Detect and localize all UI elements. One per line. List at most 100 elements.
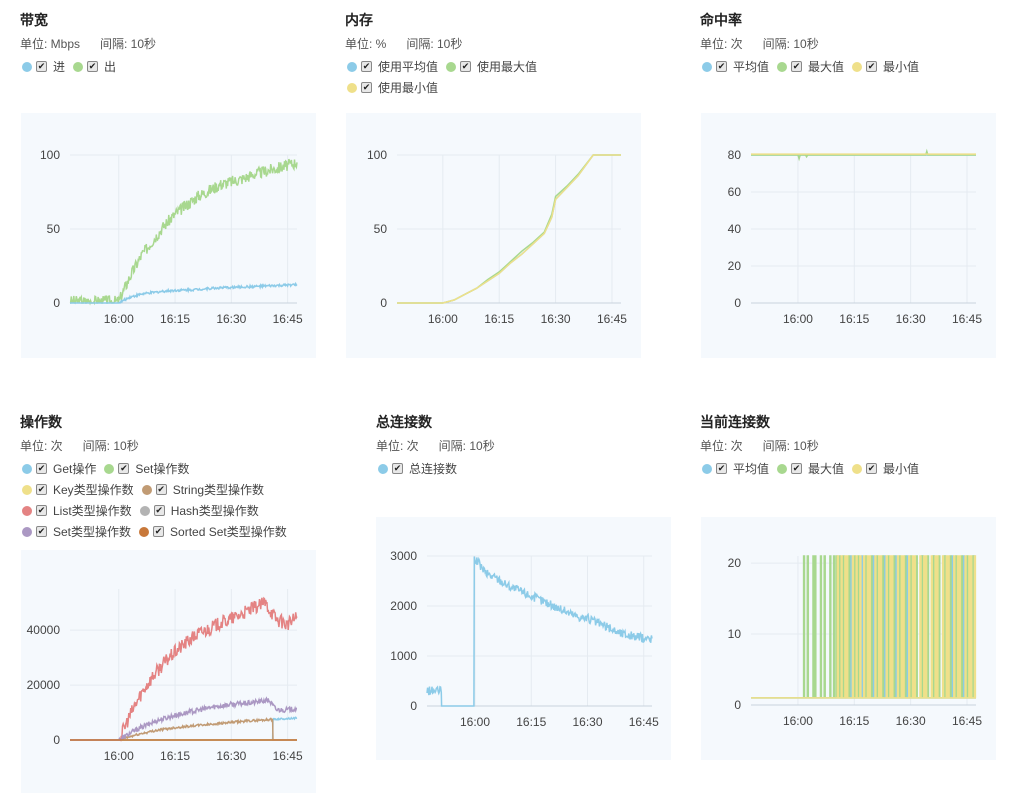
series-checkbox[interactable]: ✔ <box>361 61 372 72</box>
panel-subtitle: 单位: 次 间隔: 10秒 <box>376 438 515 454</box>
x-tick-label: 16:30 <box>216 749 246 763</box>
legend-label: Set类型操作数 <box>53 525 132 539</box>
series-checkbox[interactable]: ✔ <box>361 82 372 93</box>
series-checkbox[interactable]: ✔ <box>866 61 878 72</box>
chart-4[interactable]: 16:00 16:15 16:30 16:45 0 1000 2000 3000 <box>376 517 671 760</box>
x-tick-label: 16:00 <box>104 749 134 763</box>
legend-item[interactable]: ✔ 最小值 <box>852 460 919 477</box>
legend-row: ✔ 使用平均值 ✔ 使用最大值 <box>347 56 545 77</box>
legend-item[interactable]: ✔ 平均值 <box>702 460 769 477</box>
series-checkbox[interactable]: ✔ <box>716 61 727 72</box>
legend-item[interactable]: ✔ 出 <box>73 58 116 75</box>
series-checkbox[interactable]: ✔ <box>36 484 47 495</box>
x-tick-label: 16:30 <box>541 312 571 326</box>
series-line-yellow <box>397 154 621 304</box>
series-checkbox[interactable]: ✔ <box>866 463 878 474</box>
y-tick-label: 0 <box>53 296 60 310</box>
x-tick-label: 16:00 <box>460 715 490 729</box>
legend-item[interactable]: ✔ 最大值 <box>777 460 844 477</box>
interval-label: 间隔: 10秒 <box>100 37 157 51</box>
y-tick-label: 40000 <box>27 623 61 637</box>
chart-svg: 16:00 16:15 16:30 16:45 0 50 100 <box>367 148 627 326</box>
chart-svg: 16:00 16:15 16:30 16:45 0 1000 2000 3000 <box>390 549 659 729</box>
chart-1[interactable]: 16:00 16:15 16:30 16:45 0 50 100 <box>346 113 641 358</box>
y-tick-label: 0 <box>53 733 60 747</box>
y-tick-label: 0 <box>734 296 741 310</box>
chart-svg: 16:00 16:15 16:30 16:45 0 20 40 60 80 <box>728 148 983 326</box>
series-color-dot-icon <box>702 61 712 72</box>
chart-0[interactable]: 16:00 16:15 16:30 16:45 0 50 100 <box>21 113 316 358</box>
y-tick-label: 20 <box>728 556 742 570</box>
panel-subtitle: 单位: 次 间隔: 10秒 <box>700 438 927 454</box>
series-checkbox[interactable]: ✔ <box>791 61 803 72</box>
panel-4: 总连接数 单位: 次 间隔: 10秒 ✔ 总连接数 <box>376 412 515 479</box>
x-tick-label: 16:45 <box>273 749 303 763</box>
y-tick-label: 20000 <box>27 678 61 692</box>
series-line-brown <box>70 717 297 741</box>
legend-item[interactable]: ✔ 总连接数 <box>378 460 457 477</box>
series-checkbox[interactable]: ✔ <box>716 463 727 474</box>
series-checkbox[interactable]: ✔ <box>87 61 99 72</box>
x-tick-label: 16:45 <box>629 715 659 729</box>
panel-title: 总连接数 <box>376 414 432 430</box>
legend-row: ✔ 进 ✔ 出 <box>22 56 176 77</box>
x-tick-label: 16:30 <box>896 312 926 326</box>
legend-item[interactable]: ✔ 使用最大值 <box>446 58 537 75</box>
legend-label: Get操作 <box>53 462 97 476</box>
legend-item[interactable]: ✔ String类型操作数 <box>141 481 264 498</box>
legend-item[interactable]: ✔ List类型操作数 <box>22 502 132 519</box>
legend-item[interactable]: ✔ Sorted Set类型操作数 <box>139 523 287 540</box>
y-tick-label: 50 <box>47 222 61 236</box>
panel-0: 带宽 单位: Mbps 间隔: 10秒 ✔ 进 ✔ 出 <box>20 10 176 77</box>
interval-label: 间隔: 10秒 <box>82 439 139 453</box>
series-checkbox[interactable]: ✔ <box>460 61 472 72</box>
series-checkbox[interactable]: ✔ <box>392 463 403 474</box>
legend-item[interactable]: ✔ 使用最小值 <box>347 79 438 96</box>
legend-item[interactable]: ✔ Set操作数 <box>104 460 189 477</box>
legend-label: 最大值 <box>808 60 845 74</box>
chart-5[interactable]: 16:00 16:15 16:30 16:45 0 10 20 <box>701 517 996 760</box>
interval-label: 间隔: 10秒 <box>762 439 819 453</box>
unit-label: 单位: Mbps <box>20 37 81 51</box>
legend-item[interactable]: ✔ 进 <box>22 58 65 75</box>
y-tick-label: 0 <box>410 699 417 713</box>
y-tick-label: 20 <box>728 259 742 273</box>
legend-row: ✔ 平均值 ✔ 最大值 ✔ 最小值 <box>702 56 927 77</box>
series-line-blue <box>70 281 298 305</box>
legend-item[interactable]: ✔ 最小值 <box>852 58 919 75</box>
legend-row: ✔ 总连接数 <box>378 458 515 479</box>
legend-item[interactable]: ✔ Get操作 <box>22 460 96 477</box>
unit-label: 单位: % <box>345 37 387 51</box>
y-tick-label: 0 <box>380 296 387 310</box>
series-checkbox[interactable]: ✔ <box>791 463 803 474</box>
series-checkbox[interactable]: ✔ <box>118 463 130 474</box>
panel-subtitle: 单位: % 间隔: 10秒 <box>345 36 545 52</box>
series-checkbox[interactable]: ✔ <box>153 526 165 537</box>
panel-title: 命中率 <box>700 12 742 28</box>
panel-subtitle: 单位: 次 间隔: 10秒 <box>20 438 295 454</box>
series-color-dot-icon <box>22 526 32 537</box>
series-checkbox[interactable]: ✔ <box>153 505 165 516</box>
chart-3[interactable]: 16:00 16:15 16:30 16:45 0 20000 40000 <box>21 550 316 793</box>
series-checkbox[interactable]: ✔ <box>155 484 167 495</box>
series-checkbox[interactable]: ✔ <box>36 505 47 516</box>
series-checkbox[interactable]: ✔ <box>36 526 47 537</box>
x-tick-label: 16:45 <box>273 312 303 326</box>
panel-5: 当前连接数 单位: 次 间隔: 10秒 ✔ 平均值 ✔ 最大值 ✔ 最小值 <box>700 412 927 479</box>
series-checkbox[interactable]: ✔ <box>36 463 47 474</box>
legend-item[interactable]: ✔ Hash类型操作数 <box>139 502 259 519</box>
chart-2[interactable]: 16:00 16:15 16:30 16:45 0 20 40 60 80 <box>701 113 996 358</box>
panel-title: 内存 <box>345 12 373 28</box>
legend-item[interactable]: ✔ Key类型操作数 <box>22 481 134 498</box>
panel-2: 命中率 单位: 次 间隔: 10秒 ✔ 平均值 ✔ 最大值 ✔ 最小值 <box>700 10 927 77</box>
legend-item[interactable]: ✔ Set类型操作数 <box>22 523 131 540</box>
legend-label: 最小值 <box>883 462 920 476</box>
series-checkbox[interactable]: ✔ <box>36 61 47 72</box>
legend-label: 总连接数 <box>409 462 458 476</box>
legend-label: Sorted Set类型操作数 <box>170 525 287 539</box>
legend-item[interactable]: ✔ 使用平均值 <box>347 58 438 75</box>
legend-item[interactable]: ✔ 最大值 <box>777 58 844 75</box>
series-color-dot-icon <box>139 526 150 537</box>
legend-label: 最大值 <box>808 462 845 476</box>
legend-item[interactable]: ✔ 平均值 <box>702 58 769 75</box>
